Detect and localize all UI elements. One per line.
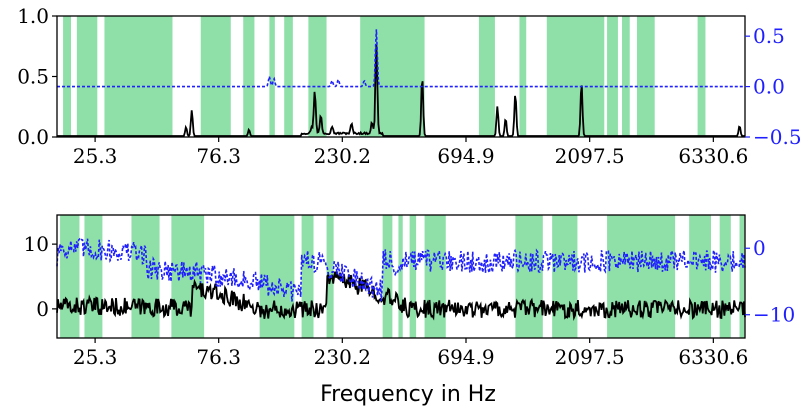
highlight-band — [636, 16, 655, 137]
highlight-band — [409, 215, 417, 338]
highlight-band — [269, 16, 275, 137]
highlight-band — [243, 16, 255, 137]
x-tick-label: 25.3 — [73, 144, 118, 168]
highlight-band — [131, 215, 160, 338]
bottom-ticks: 25.3 76.3 230.2 694.9 2097.5 6330.6 0 10 −10 0 — [24, 232, 796, 369]
highlight-band — [301, 215, 314, 338]
y-tick-label: 0 — [36, 297, 49, 321]
y-tick-label: 10 — [24, 232, 49, 256]
highlight-band — [607, 215, 676, 338]
highlight-band — [546, 16, 605, 137]
highlight-band — [697, 16, 706, 137]
x-axis-label: Frequency in Hz — [320, 382, 496, 407]
y2-tick-label: 0.0 — [753, 75, 785, 99]
x-tick-label: 694.9 — [437, 345, 494, 369]
top-panel: 25.3 76.3 230.2 694.9 2097.5 6330.6 0.0 0.5 1.0 −… — [17, 4, 801, 168]
top-ticks: 25.3 76.3 230.2 694.9 2097.5 6330.6 0.0 0.5 1.0 −… — [17, 4, 801, 168]
highlight-band — [719, 215, 731, 338]
highlight-band — [308, 16, 327, 137]
highlight-band — [200, 16, 231, 137]
highlight-band — [739, 215, 745, 338]
highlight-band — [382, 215, 393, 338]
x-tick-label: 76.3 — [196, 345, 241, 369]
bottom-panel: 25.3 76.3 230.2 694.9 2097.5 6330.6 0 10 −10 0 — [24, 214, 796, 369]
y-tick-label: 1.0 — [17, 4, 49, 28]
highlight-band — [360, 16, 425, 137]
x-tick-label: 6330.6 — [678, 144, 748, 168]
secondary-series-line — [56, 237, 746, 302]
highlight-band — [478, 16, 495, 137]
bottom-lines — [56, 237, 746, 321]
y2-tick-label: 0 — [753, 236, 766, 260]
x-tick-label: 2097.5 — [555, 144, 625, 168]
highlight-band — [171, 215, 205, 338]
bottom-axes-frame — [56, 214, 746, 339]
x-tick-label: 25.3 — [73, 345, 118, 369]
primary-series-line — [57, 44, 745, 138]
highlight-band — [76, 16, 98, 137]
highlight-band — [424, 215, 446, 338]
highlight-band — [84, 215, 103, 338]
primary-series-line — [56, 271, 746, 321]
highlight-band — [607, 16, 618, 137]
highlight-band — [60, 215, 80, 338]
y-tick-label: 0.0 — [17, 125, 49, 149]
highlight-band — [622, 16, 630, 137]
x-tick-label: 76.3 — [196, 144, 241, 168]
y-tick-label: 0.5 — [17, 65, 49, 89]
x-tick-label: 230.2 — [314, 144, 371, 168]
highlight-band — [63, 16, 72, 137]
x-tick-label: 230.2 — [314, 345, 371, 369]
highlight-band — [515, 215, 543, 338]
x-tick-label: 2097.5 — [555, 345, 625, 369]
highlight-band — [104, 16, 173, 137]
highlight-band — [398, 215, 403, 338]
x-tick-label: 6330.6 — [678, 345, 748, 369]
x-tick-label: 694.9 — [437, 144, 494, 168]
secondary-series-line — [57, 29, 745, 88]
top-lines — [57, 29, 745, 138]
y2-tick-label: −10 — [753, 303, 795, 327]
y2-tick-label: −0.5 — [753, 125, 802, 149]
y2-tick-label: 0.5 — [753, 24, 785, 48]
top-bands — [63, 16, 706, 137]
highlight-band — [519, 16, 527, 137]
highlight-band — [284, 16, 293, 137]
